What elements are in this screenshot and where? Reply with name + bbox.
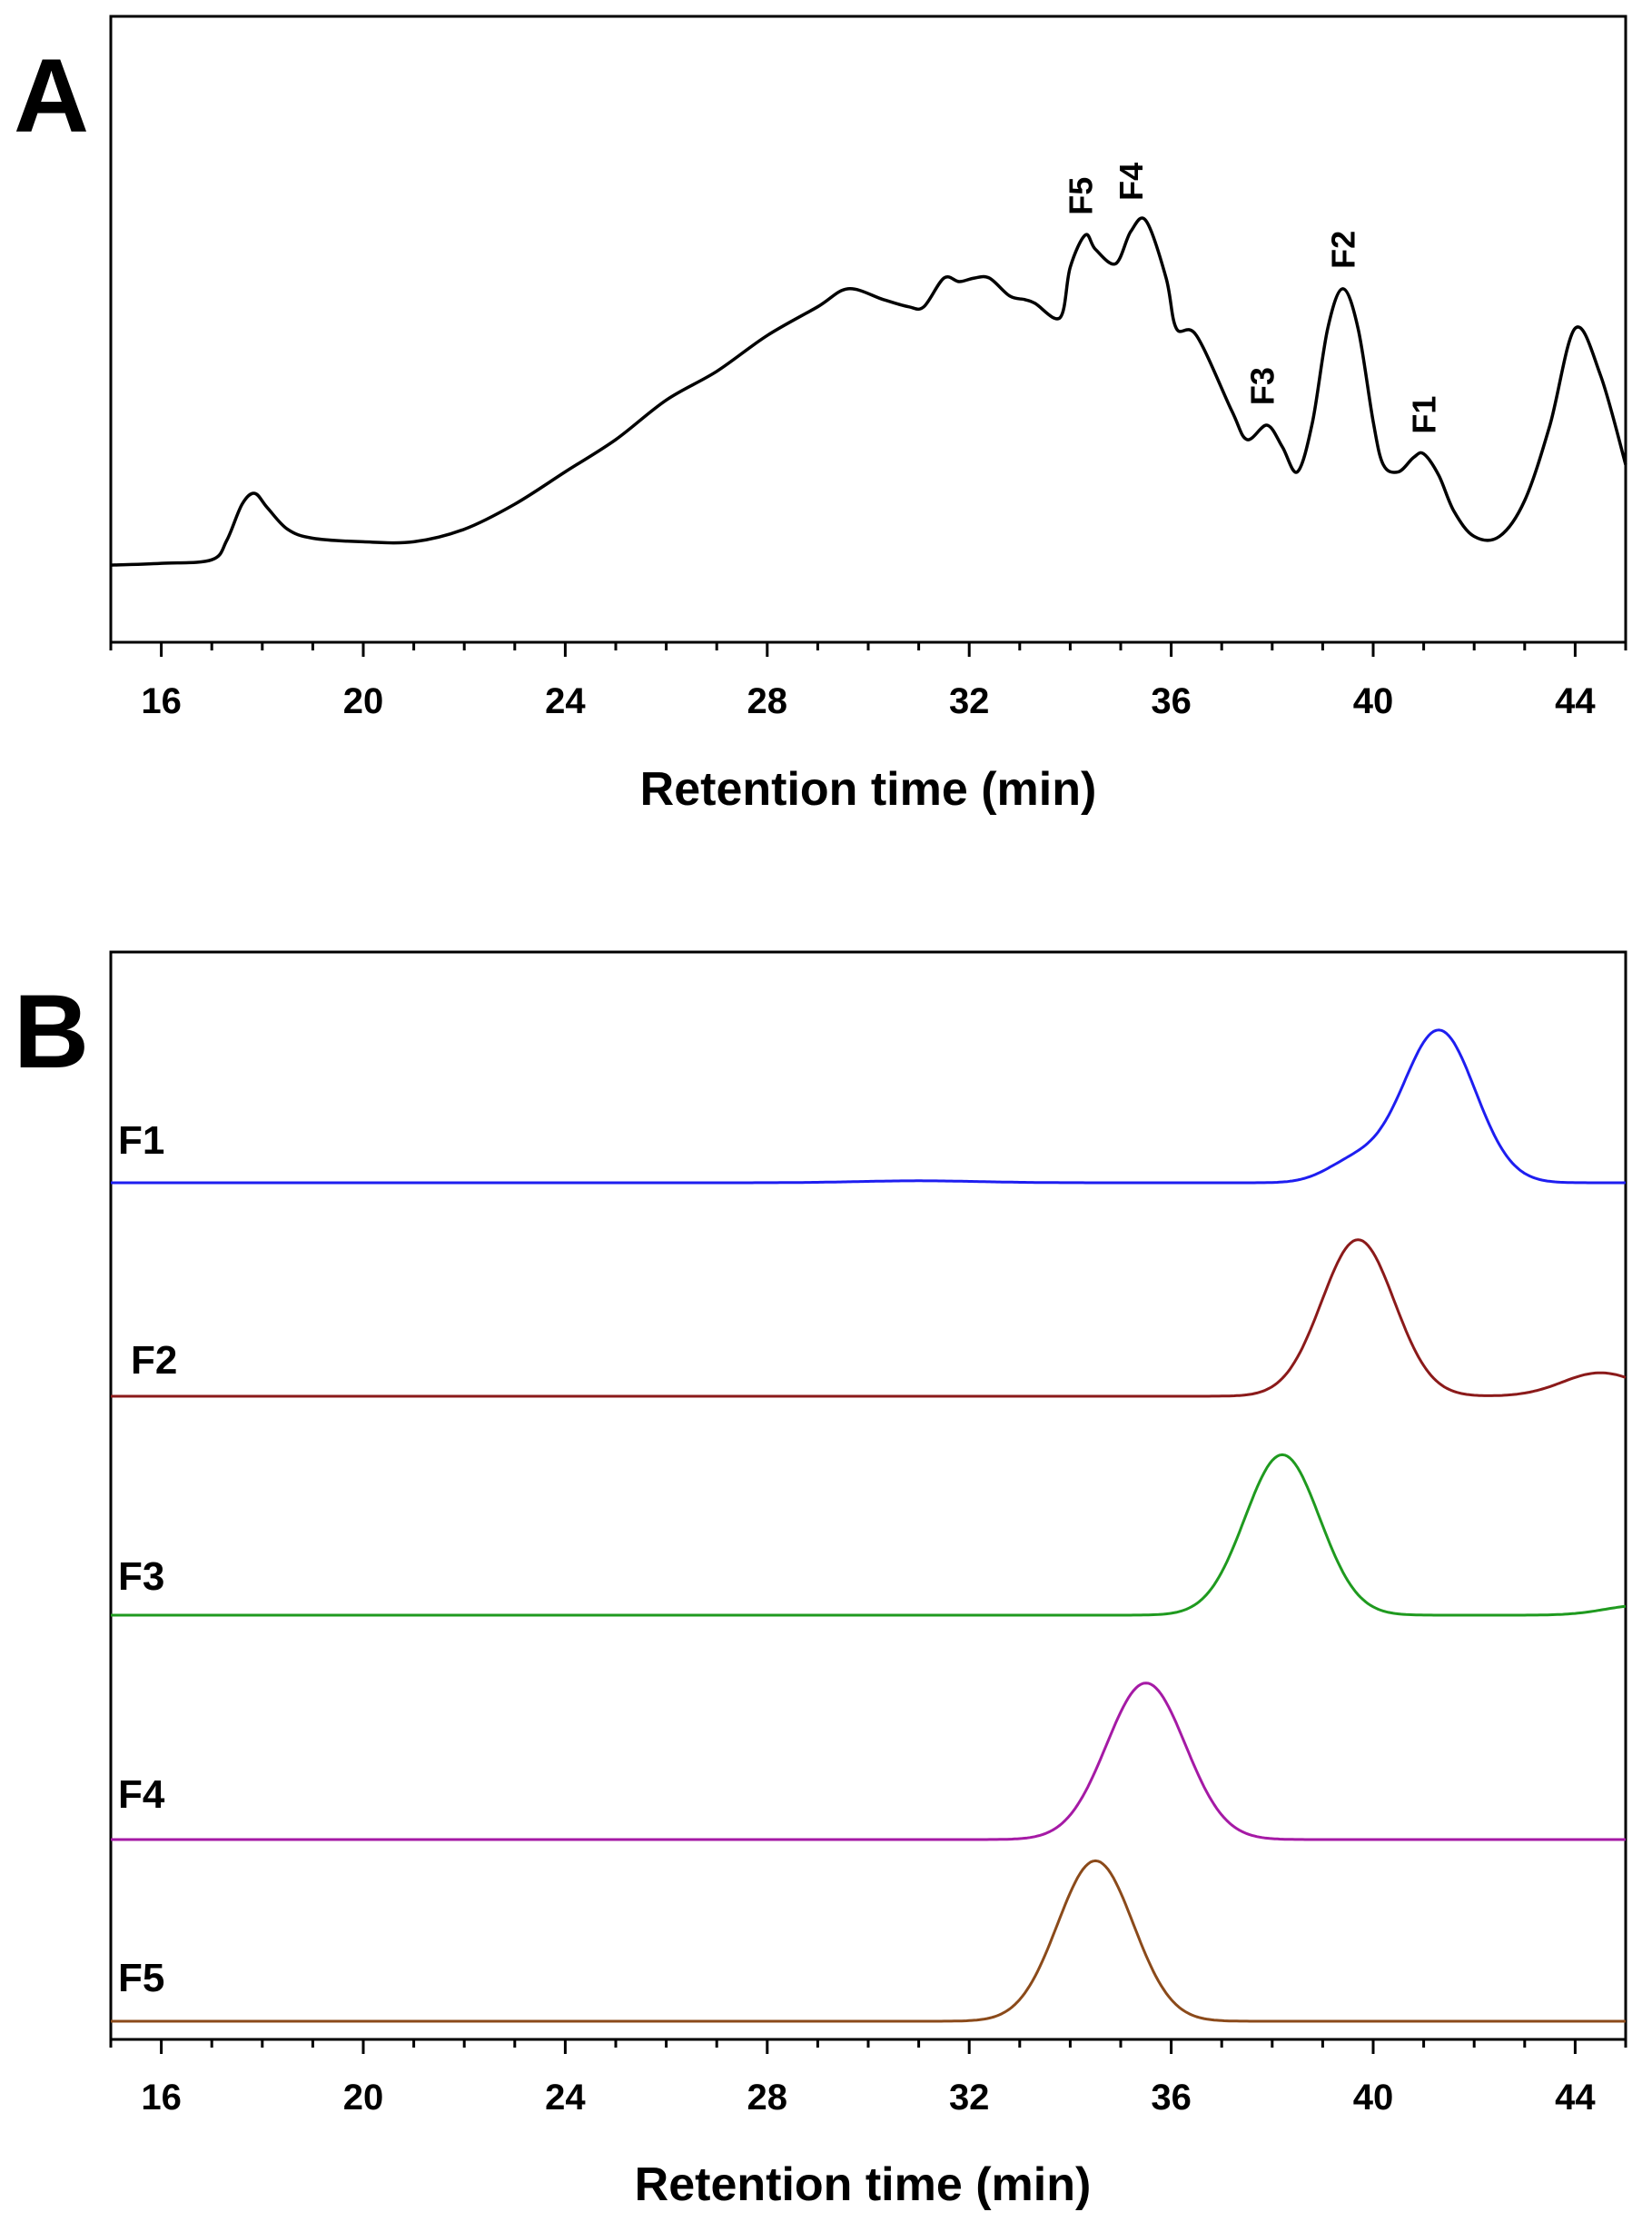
panel-b-frame — [109, 950, 1627, 2041]
panel-a-frame — [109, 15, 1627, 644]
trace-f2-line — [111, 1238, 1627, 1398]
trace-f4-line — [111, 1681, 1626, 1841]
panel-b-x-tick-label: 32 — [949, 2078, 990, 2118]
peak-label-f2: F2 — [1325, 231, 1362, 269]
panel-a-letter: A — [14, 38, 89, 154]
panel-a-x-tick-label: 16 — [141, 681, 182, 721]
panel-b-letter: B — [14, 974, 89, 1090]
trace-label-f1: F1 — [118, 1118, 164, 1163]
trace-label-f5: F5 — [118, 1956, 164, 2000]
peak-label-f3: F3 — [1244, 367, 1281, 405]
trace-f1-line — [111, 1028, 1626, 1185]
trace-label-f3: F3 — [118, 1554, 164, 1599]
panel-b-x-tick-label: 16 — [141, 2078, 182, 2118]
peak-label-f4: F4 — [1113, 163, 1150, 201]
trace-f3-line — [111, 1453, 1627, 1617]
panel-a-x-tick-label: 36 — [1151, 681, 1192, 721]
panel-b-x-tick-label: 40 — [1353, 2078, 1394, 2118]
peak-label-f5: F5 — [1063, 177, 1100, 215]
panel-b-trace-labels: F1 F2 F3 F4 F5 — [118, 1118, 177, 2000]
peak-label-f1: F1 — [1406, 396, 1443, 434]
panel-b-x-tick-label: 20 — [343, 2078, 384, 2118]
panel-a-x-axis-title: Retention time (min) — [640, 763, 1097, 816]
panel-b-x-tick-label: 24 — [545, 2078, 586, 2118]
panel-b-x-tick-label: 28 — [747, 2078, 788, 2118]
trace-label-f4: F4 — [118, 1772, 165, 1817]
panel-a-x-tick-label: 28 — [747, 681, 788, 721]
panel-a-x-tick-label: 40 — [1353, 681, 1394, 721]
panel-a-chromatogram-line — [110, 216, 1627, 567]
panel-b-x-tick-label: 44 — [1555, 2078, 1596, 2118]
panel-a-x-axis: 16 20 24 28 32 36 40 44 — [109, 642, 1627, 721]
panel-b-traces — [111, 1028, 1627, 2023]
trace-label-f2: F2 — [131, 1338, 177, 1383]
trace-f5-line — [111, 1859, 1626, 2023]
panel-a-x-tick-label: 44 — [1555, 681, 1596, 721]
panel-b-x-axis-title: Retention time (min) — [635, 2158, 1092, 2211]
panel-b-x-tick-label: 36 — [1151, 2078, 1192, 2118]
panel-a-x-tick-label: 20 — [343, 681, 384, 721]
panel-b-x-axis: 16 20 24 28 32 36 40 44 — [109, 2039, 1627, 2118]
panel-a-x-tick-label: 32 — [949, 681, 990, 721]
panel-a-x-tick-label: 24 — [545, 681, 586, 721]
panel-a-peak-labels: F5 F4 F3 F2 F1 — [1063, 163, 1443, 434]
